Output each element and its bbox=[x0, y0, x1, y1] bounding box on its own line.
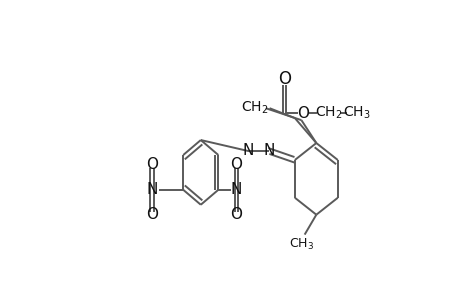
Text: N: N bbox=[146, 182, 157, 197]
Text: O: O bbox=[146, 207, 158, 222]
Text: CH$_3$: CH$_3$ bbox=[288, 237, 313, 252]
Text: O: O bbox=[146, 158, 158, 172]
Text: O: O bbox=[230, 158, 242, 172]
Text: O: O bbox=[297, 106, 309, 121]
Text: CH$_2$: CH$_2$ bbox=[241, 100, 268, 116]
Text: CH$_3$: CH$_3$ bbox=[342, 105, 369, 122]
Text: N: N bbox=[263, 143, 274, 158]
Text: O: O bbox=[277, 70, 291, 88]
Text: N: N bbox=[230, 182, 241, 197]
Text: N: N bbox=[242, 143, 253, 158]
Text: CH$_2$: CH$_2$ bbox=[314, 105, 341, 122]
Text: O: O bbox=[230, 207, 242, 222]
